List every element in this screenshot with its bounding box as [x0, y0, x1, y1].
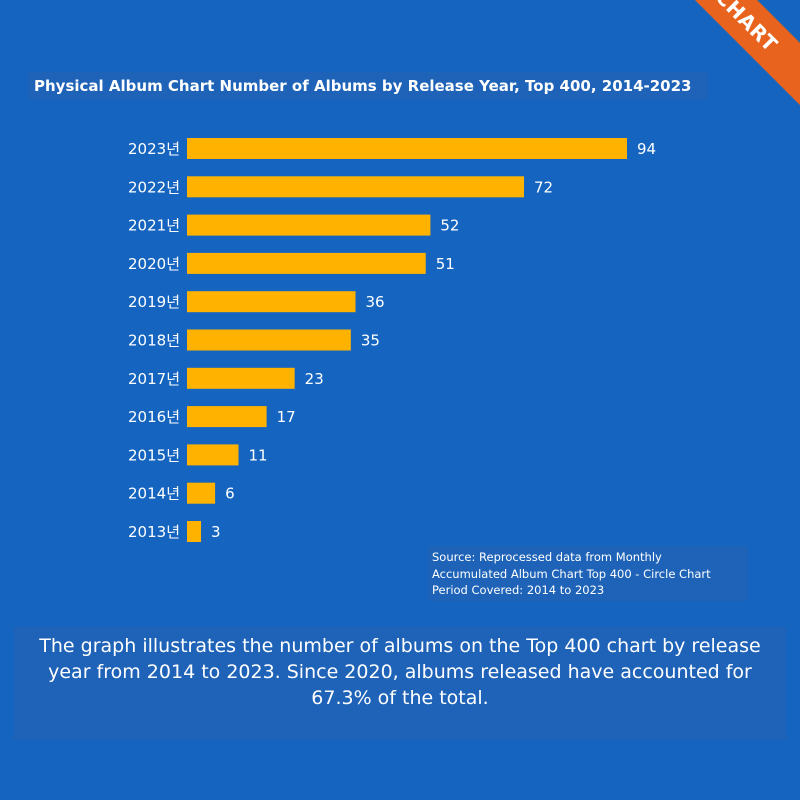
description-text: The graph illustrates the number of albu…	[14, 627, 786, 740]
bar	[187, 367, 295, 389]
category-label: 2023년	[128, 140, 180, 158]
category-label: 2018년	[128, 332, 180, 350]
value-label: 11	[248, 446, 267, 464]
category-label: 2022년	[128, 178, 180, 196]
value-label: 6	[225, 485, 235, 503]
bar	[187, 482, 216, 504]
bar	[187, 176, 525, 198]
bar	[187, 521, 202, 542]
category-label: 2020년	[128, 255, 180, 273]
value-label: 72	[534, 178, 553, 196]
category-label: 2015년	[128, 446, 180, 464]
category-label: 2014년	[128, 485, 180, 503]
category-label: 2019년	[128, 293, 180, 311]
category-label: 2021년	[128, 217, 180, 235]
value-label: 36	[366, 293, 385, 311]
value-label: 51	[436, 255, 455, 273]
bar	[187, 214, 431, 236]
source-line-1: Source: Reprocessed data from Monthly	[432, 550, 662, 564]
bar	[187, 329, 351, 351]
source-line-3: Period Covered: 2014 to 2023	[432, 583, 605, 597]
bar	[187, 138, 627, 159]
chart-title: Physical Album Chart Number of Albums by…	[28, 72, 708, 100]
bar	[187, 252, 426, 274]
bar	[187, 444, 239, 466]
value-label: 17	[277, 408, 296, 426]
category-label: 2017년	[128, 370, 180, 388]
category-label: 2016년	[128, 408, 180, 426]
value-label: 94	[637, 140, 656, 158]
value-label: 3	[211, 523, 221, 541]
value-label: 35	[361, 332, 380, 350]
bar	[187, 291, 356, 313]
category-label: 2013년	[128, 523, 180, 541]
value-label: 52	[440, 217, 459, 235]
bar	[187, 406, 267, 428]
value-label: 23	[305, 370, 324, 388]
source-line-2: Accumulated Album Chart Top 400 - Circle…	[432, 566, 711, 581]
source-note: Source: Reprocessed data from Monthly Ac…	[428, 546, 748, 601]
